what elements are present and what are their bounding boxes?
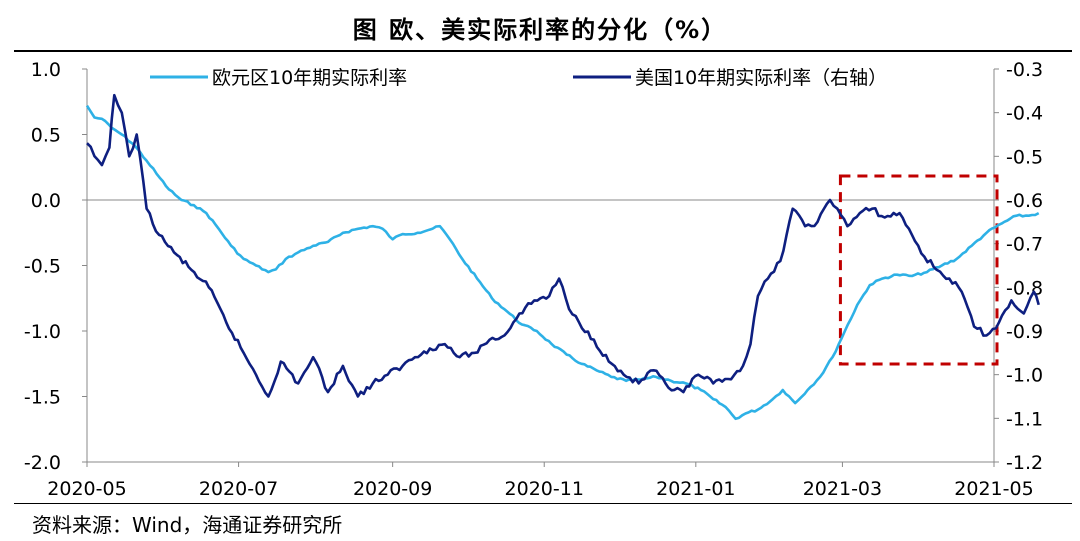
x-tick-label: 2020-09	[353, 478, 432, 500]
legend-label: 欧元区10年期实际利率	[212, 67, 407, 89]
legend-label: 美国10年期实际利率（右轴）	[635, 67, 887, 89]
series-line-1	[85, 105, 1040, 421]
highlight-box	[838, 174, 999, 366]
left-tick-label: 0.0	[31, 190, 61, 212]
x-tick-label: 2020-07	[199, 478, 278, 500]
right-tick-label: -0.7	[1006, 234, 1043, 256]
x-tick-label: 2021-01	[656, 478, 735, 500]
x-tick-label: 2021-03	[803, 478, 882, 500]
left-tick-label: 0.5	[31, 125, 61, 147]
right-tick-label: -0.4	[1006, 103, 1043, 125]
chart-area: 1.0 0.5 0.0 -0.5 -1.0 -1.5 -2.0 -0.3 -0.4 -0.5 -0.…	[24, 59, 1043, 500]
title-divider	[14, 50, 1072, 52]
right-tick-label: -1.2	[1006, 452, 1043, 474]
legend: 欧元区10年期实际利率 美国10年期实际利率（右轴）	[150, 67, 887, 89]
footer-divider	[14, 503, 1072, 504]
series-layer	[85, 93, 1040, 421]
x-tick-label: 2020-11	[505, 478, 584, 500]
right-tick-label: -0.5	[1006, 146, 1043, 168]
right-tick-label: -0.9	[1006, 321, 1043, 343]
right-tick-label: -0.6	[1006, 190, 1043, 212]
right-tick-label: -1.0	[1006, 365, 1043, 387]
left-tick-label: -2.0	[24, 452, 61, 474]
series-line-2	[86, 93, 1040, 398]
x-tick-label: 2020-05	[47, 478, 126, 500]
right-tick-label: -0.3	[1006, 59, 1043, 81]
highlight-rect	[838, 174, 999, 366]
left-tick-label: -0.5	[24, 256, 61, 278]
right-tick-label: -1.1	[1006, 408, 1043, 430]
source-note: 资料来源：Wind，海通证券研究所	[32, 513, 343, 537]
chart-title: 图 欧、美实际利率的分化（%）	[352, 16, 728, 44]
left-tick-label: -1.5	[24, 387, 61, 409]
left-tick-label: -1.0	[24, 321, 61, 343]
axes: 1.0 0.5 0.0 -0.5 -1.0 -1.5 -2.0 -0.3 -0.4 -0.5 -0.…	[24, 59, 1043, 500]
x-tick-label: 2021-05	[954, 478, 1033, 500]
left-tick-label: 1.0	[31, 59, 61, 81]
